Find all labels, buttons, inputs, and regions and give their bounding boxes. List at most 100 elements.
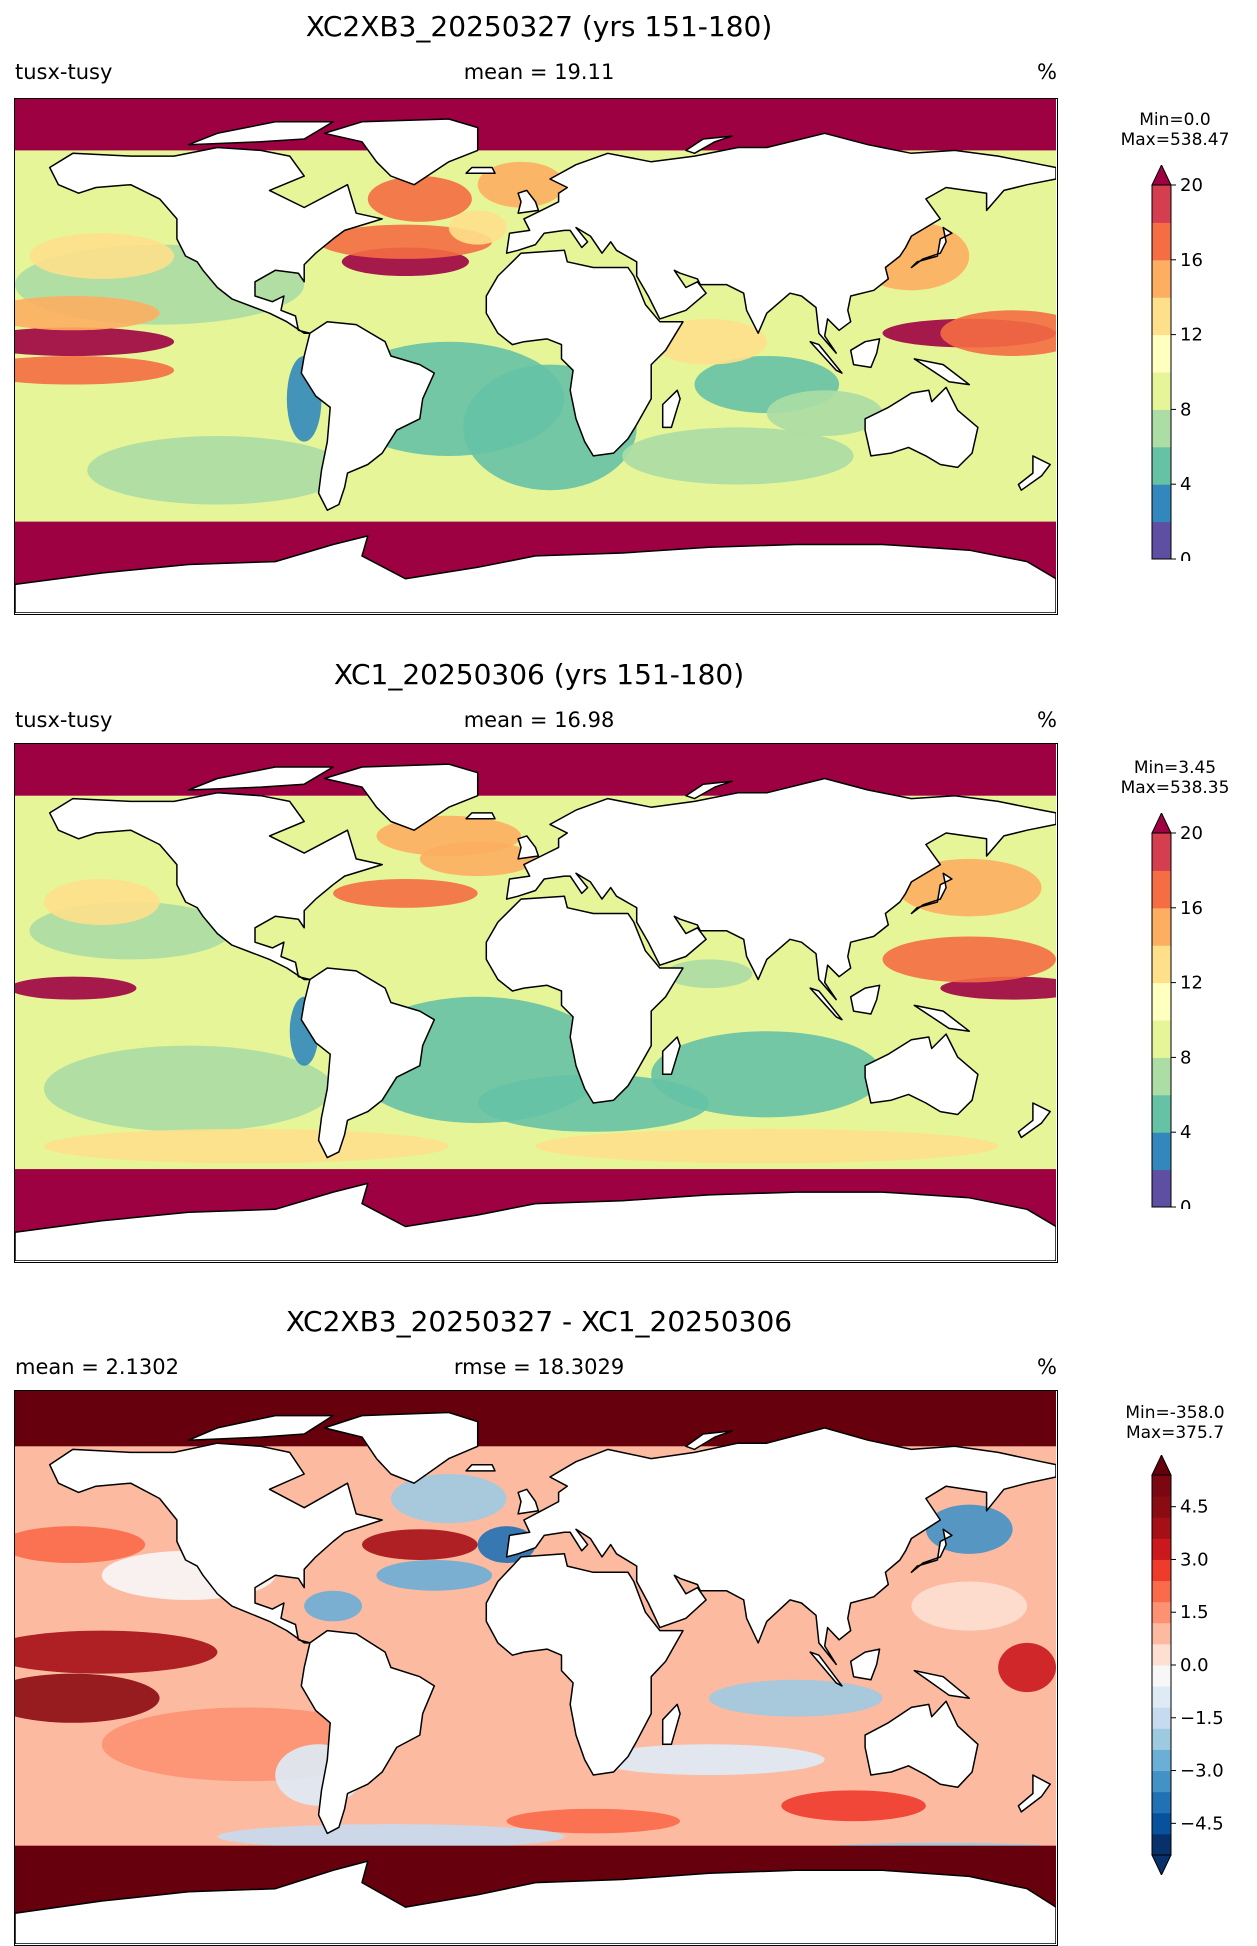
ocean-color-region [217,1824,565,1849]
colorbar-segment [1152,1812,1171,1835]
ocean-color-region [535,1128,999,1164]
landmass [661,389,681,429]
panel-1-title: XC2XB3_20250327 (yrs 151-180) [305,10,773,43]
panel-1-map-graphic [15,99,1056,613]
colorbar-segment [1152,1169,1171,1208]
coastlines [15,118,1056,613]
landmass [910,872,953,915]
arctic-band [15,1391,1056,1447]
colorbar-segment [1152,521,1171,560]
ocean-color-region [998,1642,1056,1693]
panel-3-mean-label: mean = 2.1302 [15,1355,179,1379]
panel-2-title: XC1_20250306 (yrs 151-180) [333,658,745,691]
panel-2-units-label: % [1037,708,1057,732]
colorbar-segment [1152,1686,1171,1708]
ocean-color-region [15,976,137,1000]
ocean-color-region [651,318,767,365]
colorbar-segment [1152,907,1171,946]
ocean-color-region [390,1473,507,1524]
landmass [187,766,334,791]
panel-1-colorbar-max: Max=538.47 [1120,130,1230,150]
colorbar-segment [1152,1749,1171,1772]
ocean-color-region [15,1526,146,1564]
colorbar-segment [1152,1559,1171,1582]
landmass [849,1648,881,1681]
landmass [913,358,971,386]
ocean-color-region [362,1529,478,1560]
landmass [849,984,881,1015]
colorbar-extend-max [1151,1453,1172,1476]
ocean-color-region [622,427,854,485]
panel-2-colorbar-max: Max=538.35 [1120,778,1230,798]
ocean-color-region [15,1673,160,1723]
landmass [15,1182,1056,1261]
colorbar-segment [1152,259,1171,298]
colorbar-segment [1152,1833,1171,1856]
ocean-color-region [29,233,175,279]
colorbar-segment [1152,1475,1171,1497]
colorbar-segment [1152,484,1171,523]
colorbar-segment [1152,1517,1171,1539]
landmass [505,777,1056,1001]
landmass [1017,455,1051,491]
landmass [48,792,383,981]
panel-2-map [14,743,1058,1263]
landmass [187,1414,334,1441]
landmass [465,166,496,174]
ocean-color-region [781,1790,926,1822]
landmass [910,226,953,269]
landmass [300,320,436,511]
landmass [15,535,1056,613]
colorbar-segment [1152,372,1171,410]
colorbar-tick-label: −1.5 [1180,1708,1224,1729]
panel-2-colorbar-min: Min=3.45 [1133,758,1217,778]
ocean-color-region [925,1504,1013,1554]
colorbar-segment [1152,870,1171,909]
colorbar-segment [1152,945,1171,984]
arctic-band [15,744,1056,796]
landmass [323,1411,479,1484]
ocean-color-region [448,210,507,245]
landmass [187,121,334,146]
ocean-color-region [318,224,493,259]
coastlines [15,763,1056,1261]
colorbar-segment [1152,1665,1171,1687]
colorbar-tick-label: 0 [1180,549,1191,561]
panel-3-colorbar: −4.5 −3.0 −1.5 0.0 1.5 3.0 4.5 [1150,1453,1257,1877]
colorbar-segment [1152,297,1171,336]
colorbar-segment [1152,409,1171,448]
colorbar-tick-label: 12 [1180,973,1203,994]
landmass [864,1700,979,1789]
ocean-color-region [593,1744,825,1776]
colorbar-segment [1152,446,1171,485]
landmass [809,340,843,374]
ocean-color-region [15,296,160,331]
landmass [809,1651,843,1687]
panel-3-title: XC2XB3_20250327 - XC1_20250306 [285,1305,793,1338]
panel-3-units-label: % [1037,1355,1057,1379]
landmass [913,1004,971,1032]
colorbar-segment [1152,1094,1171,1133]
landmass [864,386,979,469]
landmass [910,1528,953,1574]
colorbar-graphic: −4.5 −3.0 −1.5 0.0 1.5 3.0 4.5 [1151,1453,1224,1877]
colorbar-segment [1152,1020,1171,1058]
ocean-color-region [15,1630,218,1674]
ocean-color-region [651,1031,883,1118]
ocean-color-region [665,959,753,989]
ocean-color-region [709,1679,883,1717]
ocean-color-region [15,356,175,385]
colorbar-tick-label: −3.0 [1180,1761,1224,1782]
landmass [661,1703,681,1746]
panel-1-colorbar-min: Min=0.0 [1139,110,1211,130]
ocean-color-region [15,327,175,356]
panel-1-units-label: % [1037,60,1057,84]
colorbar-segment [1152,982,1171,1021]
colorbar-segment [1152,334,1171,373]
ocean-color-region [766,390,883,436]
colorbar-tick-label: 8 [1180,1047,1191,1068]
landmass [465,1463,496,1472]
panel-1-mean-label: mean = 19.11 [463,60,615,84]
landmass [505,132,1056,354]
coastlines [15,1411,1056,1944]
